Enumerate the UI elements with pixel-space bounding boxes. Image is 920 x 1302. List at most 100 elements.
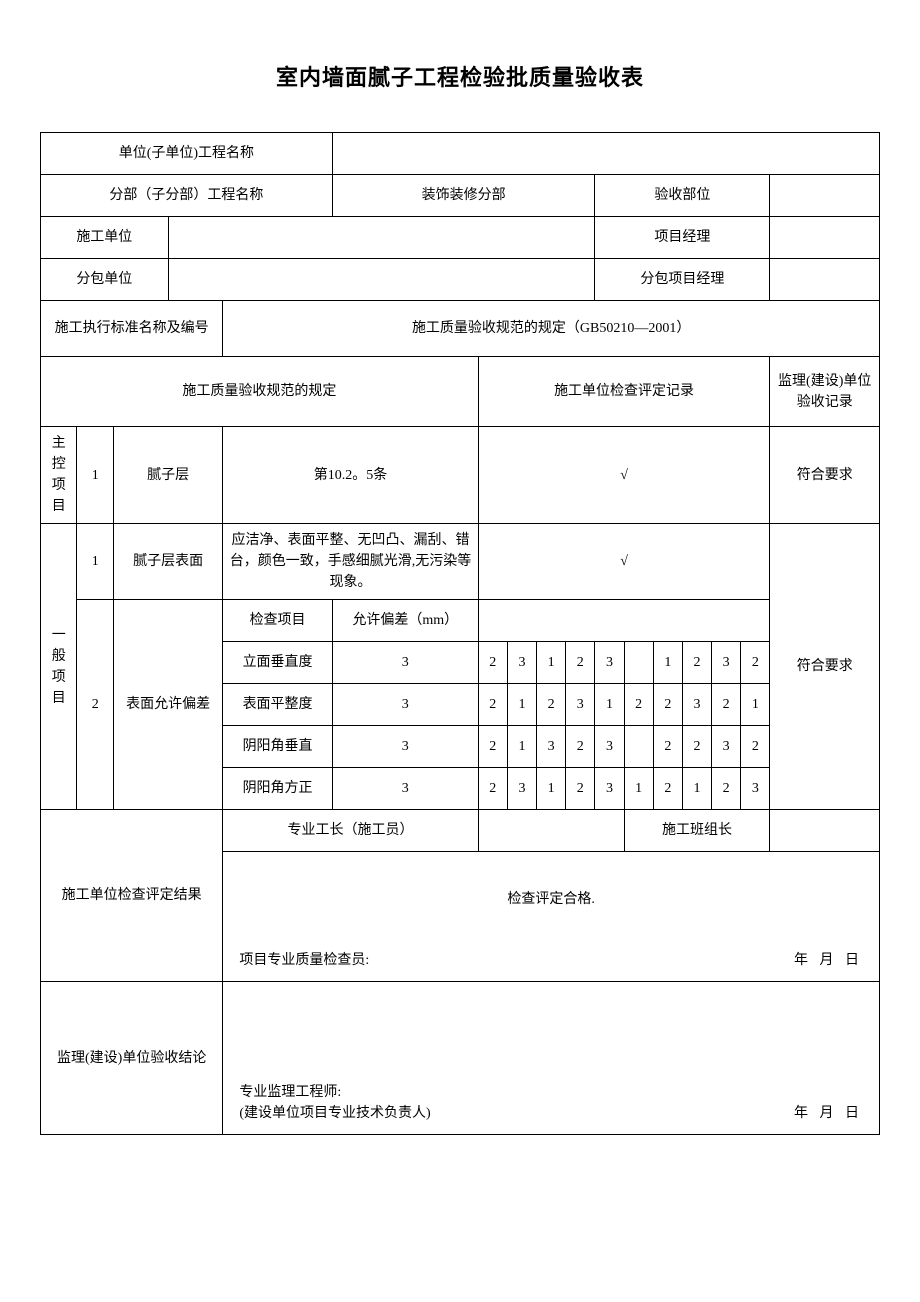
- cell-standard-rule: 施工质量验收规范的规定（GB50210—2001）: [223, 301, 880, 357]
- page-title: 室内墙面腻子工程检验批质量验收表: [40, 60, 880, 92]
- v-0-1: 3: [507, 642, 536, 684]
- label-construction-unit: 施工单位: [41, 217, 169, 259]
- v-1-0: 2: [478, 684, 507, 726]
- v-0-3: 2: [566, 642, 595, 684]
- label-allow-dev: 允许偏差（mm）: [332, 600, 478, 642]
- engineer-label: 专业监理工程师:: [239, 1082, 430, 1103]
- v-1-1: 1: [507, 684, 536, 726]
- check-allow-0: 3: [332, 642, 478, 684]
- meets-2: 符合要求: [770, 524, 880, 810]
- label-team: 施工班组长: [624, 810, 770, 852]
- v-3-3: 2: [566, 768, 595, 810]
- cell-team-value: [770, 810, 880, 852]
- cell-accept-dept-value: [770, 175, 880, 217]
- label-accept-dept: 验收部位: [595, 175, 770, 217]
- v-1-5: 2: [624, 684, 653, 726]
- v-2-9: 2: [741, 726, 770, 768]
- v-2-8: 3: [712, 726, 741, 768]
- v-3-6: 2: [653, 768, 682, 810]
- check-name-0: 立面垂直度: [223, 642, 332, 684]
- v-3-5: 1: [624, 768, 653, 810]
- v-1-4: 1: [595, 684, 624, 726]
- cell-decoration: 装饰装修分部: [332, 175, 595, 217]
- label-putty-layer: 腻子层: [113, 427, 222, 524]
- label-spec-rule: 施工质量验收规范的规定: [41, 357, 479, 427]
- v-1-9: 1: [741, 684, 770, 726]
- label-surface-tolerance: 表面允许偏差: [113, 600, 222, 810]
- v-0-6: 1: [653, 642, 682, 684]
- cell-unit-name-value: [332, 133, 879, 175]
- cell-supervise-result: 专业监理工程师: (建设单位项目专业技术负责人) 年 月 日: [223, 982, 880, 1135]
- v-0-2: 1: [537, 642, 566, 684]
- v-0-8: 3: [712, 642, 741, 684]
- label-putty-surface: 腻子层表面: [113, 524, 222, 600]
- v-2-4: 3: [595, 726, 624, 768]
- label-sub-name: 分部（子分部）工程名称: [41, 175, 333, 217]
- label-supervise-record: 监理(建设)单位验收记录: [770, 357, 880, 427]
- general-idx-2: 2: [77, 600, 113, 810]
- v-1-7: 3: [682, 684, 711, 726]
- date-2: 年 月 日: [794, 1103, 863, 1124]
- main-idx-1: 1: [77, 427, 113, 524]
- checkmark-1: √: [478, 427, 770, 524]
- v-2-5: [624, 726, 653, 768]
- v-2-2: 3: [537, 726, 566, 768]
- cell-check-result: 检查评定合格. 项目专业质量检查员: 年 月 日: [223, 852, 880, 982]
- label-main-control: 主控项目: [41, 427, 77, 524]
- check-name-1: 表面平整度: [223, 684, 332, 726]
- v-3-4: 3: [595, 768, 624, 810]
- v-0-5: [624, 642, 653, 684]
- v-0-7: 2: [682, 642, 711, 684]
- check-allow-1: 3: [332, 684, 478, 726]
- checkmark-2: √: [478, 524, 770, 600]
- label-check-result: 施工单位检查评定结果: [41, 810, 223, 982]
- date-1: 年 月 日: [794, 950, 863, 971]
- cell-project-manager-value: [770, 217, 880, 259]
- check-name-3: 阴阳角方正: [223, 768, 332, 810]
- v-3-1: 3: [507, 768, 536, 810]
- label-sub-unit: 分包单位: [41, 259, 169, 301]
- check-allow-3: 3: [332, 768, 478, 810]
- leader-label: (建设单位项目专业技术负责人): [239, 1103, 430, 1124]
- label-check-item: 检查项目: [223, 600, 332, 642]
- v-3-9: 3: [741, 768, 770, 810]
- inspection-table: 单位(子单位)工程名称 分部（子分部）工程名称 装饰装修分部 验收部位 施工单位…: [40, 132, 880, 1135]
- v-1-6: 2: [653, 684, 682, 726]
- label-foreman: 专业工长（施工员）: [223, 810, 478, 852]
- v-2-3: 2: [566, 726, 595, 768]
- cell-sub-pm-value: [770, 259, 880, 301]
- v-1-2: 2: [537, 684, 566, 726]
- putty-desc: 应洁净、表面平整、无凹凸、漏刮、错台，颜色一致，手感细腻光滑,无污染等现象。: [223, 524, 478, 600]
- v-0-0: 2: [478, 642, 507, 684]
- v-0-4: 3: [595, 642, 624, 684]
- label-unit-check-record: 施工单位检查评定记录: [478, 357, 770, 427]
- v-2-7: 2: [682, 726, 711, 768]
- label-project-manager: 项目经理: [595, 217, 770, 259]
- cell-sub-unit-value: [168, 259, 595, 301]
- v-3-0: 2: [478, 768, 507, 810]
- v-1-3: 3: [566, 684, 595, 726]
- v-2-0: 2: [478, 726, 507, 768]
- cell-construction-unit-value: [168, 217, 595, 259]
- v-3-7: 1: [682, 768, 711, 810]
- label-sub-pm: 分包项目经理: [595, 259, 770, 301]
- inspector-label: 项目专业质量检查员:: [239, 950, 369, 971]
- label-exec-standard: 施工执行标准名称及编号: [41, 301, 223, 357]
- label-general-item: 一般项目: [41, 524, 77, 810]
- cell-foreman-value: [478, 810, 624, 852]
- v-2-6: 2: [653, 726, 682, 768]
- label-supervise-result: 监理(建设)单位验收结论: [41, 982, 223, 1135]
- check-pass-text: 检查评定合格.: [239, 889, 863, 910]
- v-2-1: 1: [507, 726, 536, 768]
- check-allow-2: 3: [332, 726, 478, 768]
- v-0-9: 2: [741, 642, 770, 684]
- dev-header-empty: [478, 600, 770, 642]
- general-idx-1: 1: [77, 524, 113, 600]
- clause-ref: 第10.2。5条: [223, 427, 478, 524]
- v-1-8: 2: [712, 684, 741, 726]
- meets-1: 符合要求: [770, 427, 880, 524]
- v-3-2: 1: [537, 768, 566, 810]
- label-unit-name: 单位(子单位)工程名称: [41, 133, 333, 175]
- check-name-2: 阴阳角垂直: [223, 726, 332, 768]
- v-3-8: 2: [712, 768, 741, 810]
